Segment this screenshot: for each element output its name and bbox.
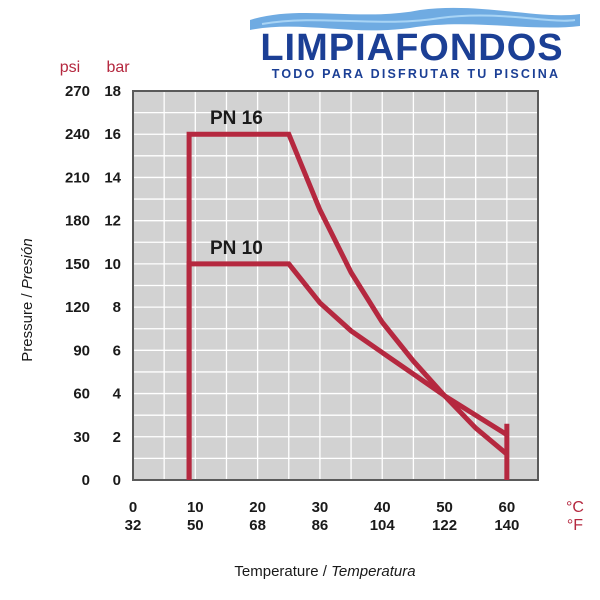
x-tick-label-fahrenheit: 50: [187, 517, 204, 534]
y-tick-label-bar: 14: [104, 169, 121, 186]
brand-name: LIMPIAFONDOS: [260, 27, 563, 69]
y-tick-label-bar: 0: [113, 472, 121, 489]
x-axis-title: Temperature / Temperatura: [234, 563, 415, 580]
y-tick-label-psi: 0: [82, 472, 90, 489]
x-tick-label-celsius: 50: [436, 499, 453, 516]
y-tick-label-psi: 210: [65, 169, 90, 186]
series-label-pn10: PN 10: [210, 238, 263, 259]
x-tick-label-fahrenheit: 140: [494, 517, 519, 534]
x-tick-label-fahrenheit: 68: [249, 517, 266, 534]
y-tick-label-bar: 18: [104, 83, 121, 100]
series-label-pn16: PN 16: [210, 108, 263, 129]
y-tick-label-psi: 90: [73, 342, 90, 359]
water-splash-icon: [250, 7, 580, 31]
brand-logo: LIMPIAFONDOS TODO PARA DISFRUTAR TU PISC…: [250, 7, 580, 81]
x-unit-fahrenheit: °F: [567, 517, 583, 534]
y-unit-psi: psi: [60, 59, 80, 76]
brand-tagline: TODO PARA DISFRUTAR TU PISCINA: [272, 67, 560, 81]
y-tick-label-bar: 2: [113, 429, 121, 446]
y-tick-label-bar: 16: [104, 126, 121, 143]
x-tick-label-fahrenheit: 122: [432, 517, 457, 534]
x-tick-label-celsius: 0: [129, 499, 137, 516]
y-axis-title-main: Pressure /: [19, 289, 36, 362]
y-tick-labels-bar: 0 2 4 6 8 10 12 14 16 18: [104, 83, 121, 489]
x-axis-title-main: Temperature /: [234, 563, 331, 580]
y-tick-label-psi: 60: [73, 386, 90, 403]
y-tick-label-psi: 270: [65, 83, 90, 100]
y-tick-label-bar: 10: [104, 256, 121, 273]
x-unit-celsius: °C: [566, 499, 584, 516]
x-tick-label-celsius: 20: [249, 499, 266, 516]
y-tick-label-psi: 150: [65, 256, 90, 273]
x-tick-label-fahrenheit: 32: [125, 517, 142, 534]
grid-lines: [133, 91, 538, 480]
x-tick-label-fahrenheit: 104: [370, 517, 396, 534]
y-tick-label-psi: 180: [65, 213, 90, 230]
y-tick-label-bar: 6: [113, 342, 121, 359]
water-splash-highlight: [261, 14, 576, 25]
x-tick-label-celsius: 30: [312, 499, 329, 516]
x-tick-label-fahrenheit: 86: [312, 517, 329, 534]
y-tick-label-bar: 4: [113, 386, 122, 403]
y-tick-label-bar: 8: [113, 299, 121, 316]
x-tick-label-celsius: 60: [499, 499, 516, 516]
x-tick-label-celsius: 40: [374, 499, 391, 516]
series-layer: [186, 131, 510, 480]
series-line-pn16: [186, 131, 509, 480]
y-unit-bar: bar: [106, 59, 130, 76]
x-tick-label-celsius: 10: [187, 499, 204, 516]
y-tick-label-psi: 240: [65, 126, 90, 143]
plot-frame: [132, 90, 539, 481]
x-axis-title-italic: Temperatura: [331, 563, 416, 580]
y-axis-title-italic: Presión: [19, 238, 36, 289]
y-tick-label-psi: 30: [73, 429, 90, 446]
y-axis-title: Pressure / Presión: [19, 238, 36, 361]
x-tick-labels-celsius: 0 10 20 30 40 50 60: [129, 499, 515, 516]
series-line-pn10: [186, 261, 509, 480]
plot-area: [132, 90, 539, 481]
x-tick-labels-fahrenheit: 32 50 68 86 104 122 140: [125, 517, 520, 534]
y-tick-label-psi: 120: [65, 299, 90, 316]
y-tick-labels-psi: 0 30 60 90 120 150 180 210 240 270: [65, 83, 90, 489]
y-tick-label-bar: 12: [104, 213, 121, 230]
